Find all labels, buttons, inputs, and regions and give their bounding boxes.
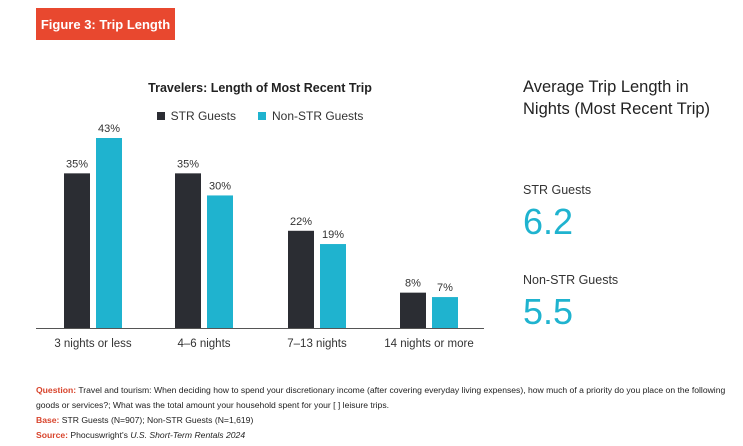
chart-title: Travelers: Length of Most Recent Trip bbox=[148, 81, 372, 95]
average-trip-panel: Average Trip Length in Nights (Most Rece… bbox=[523, 76, 738, 331]
stat-value-non-str: 5.5 bbox=[523, 291, 574, 332]
legend-swatch-str bbox=[156, 112, 165, 120]
legend-item-str: STR Guests bbox=[156, 109, 236, 123]
data-label-str-1: 35% bbox=[66, 158, 88, 170]
stat-label-str: STR Guests bbox=[523, 183, 592, 197]
bar-non-str-3 bbox=[320, 244, 346, 328]
data-label-non-str-2: 30% bbox=[209, 180, 231, 192]
legend-label-str: STR Guests bbox=[170, 109, 236, 123]
question-label: Question: bbox=[36, 385, 77, 395]
footnote-question: Question: Travel and tourism: When decid… bbox=[36, 383, 736, 413]
data-label-str-3: 22% bbox=[290, 216, 312, 228]
bar-str-1 bbox=[64, 173, 90, 328]
x-tick-label-2: 4–6 nights bbox=[177, 338, 230, 350]
stat-label-non-str: Non-STR Guests bbox=[523, 273, 619, 287]
bar-non-str-4 bbox=[432, 297, 458, 328]
footnotes: Question: Travel and tourism: When decid… bbox=[36, 383, 736, 443]
x-tick-label-4: 14 nights or more bbox=[384, 338, 474, 350]
legend-label-non-str: Non-STR Guests bbox=[272, 109, 364, 123]
data-label-non-str-4: 7% bbox=[437, 282, 453, 294]
stat-value-str: 6.2 bbox=[523, 201, 574, 242]
source-label: Source: bbox=[36, 430, 68, 440]
source-title: U.S. Short-Term Rentals 2024 bbox=[130, 430, 246, 440]
data-label-str-2: 35% bbox=[177, 158, 199, 170]
bar-str-4 bbox=[400, 292, 426, 328]
legend-swatch-non-str bbox=[258, 112, 266, 120]
bar-non-str-2 bbox=[207, 195, 233, 328]
footnote-base: Base: STR Guests (N=907); Non-STR Guests… bbox=[36, 413, 736, 428]
x-tick-label-3: 7–13 nights bbox=[287, 338, 347, 350]
bar-str-2 bbox=[175, 173, 201, 328]
base-label: Base: bbox=[36, 415, 60, 425]
bar-non-str-1 bbox=[96, 138, 122, 328]
data-label-non-str-3: 19% bbox=[322, 229, 344, 241]
figure-label: Figure 3: Trip Length bbox=[36, 8, 175, 40]
question-text: Travel and tourism: When deciding how to… bbox=[36, 385, 726, 410]
data-label-non-str-1: 43% bbox=[98, 123, 120, 135]
panel-title: Average Trip Length in Nights (Most Rece… bbox=[523, 78, 711, 118]
bar-str-3 bbox=[288, 230, 314, 328]
footnote-source: Source: Phocuswright's U.S. Short-Term R… bbox=[36, 428, 736, 443]
legend-item-non-str: Non-STR Guests bbox=[258, 109, 363, 123]
data-label-str-4: 8% bbox=[405, 278, 421, 290]
source-text: Phocuswright's bbox=[70, 430, 131, 440]
chart-legend: STR Guests Non-STR Guests bbox=[36, 109, 484, 123]
base-text: STR Guests (N=907); Non-STR Guests (N=1,… bbox=[61, 415, 254, 425]
x-tick-label-1: 3 nights or less bbox=[54, 338, 132, 350]
